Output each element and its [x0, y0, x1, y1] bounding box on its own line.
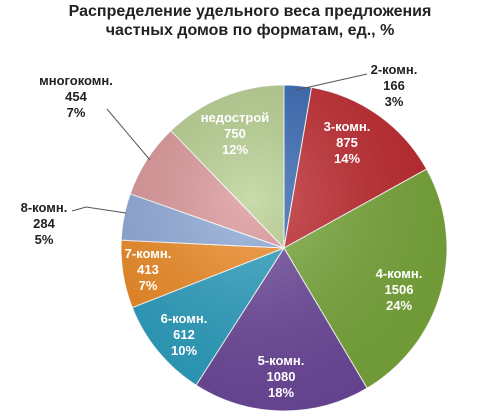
slice-data-label: многокомн. 454 7%: [39, 73, 113, 120]
slice-data-label: 5-комн. 1080 18%: [258, 353, 305, 400]
slice-data-label: 2-комн. 166 3%: [371, 62, 418, 109]
slice-data-label: 7-комн. 413 7%: [125, 246, 172, 293]
slice-data-label: 4-комн. 1506 24%: [376, 266, 423, 313]
slice-data-label: недострой 750 12%: [201, 110, 270, 157]
slice-data-label: 6-комн. 612 10%: [161, 311, 208, 358]
leader-line: [295, 73, 368, 91]
slice-data-label: 8-комн. 284 5%: [21, 200, 68, 247]
leader-line: [71, 206, 127, 214]
leader-line: [106, 108, 151, 161]
slice-data-label: 3-комн. 875 14%: [324, 119, 371, 166]
chart-title: Распределение удельного веса предложения…: [68, 3, 432, 39]
